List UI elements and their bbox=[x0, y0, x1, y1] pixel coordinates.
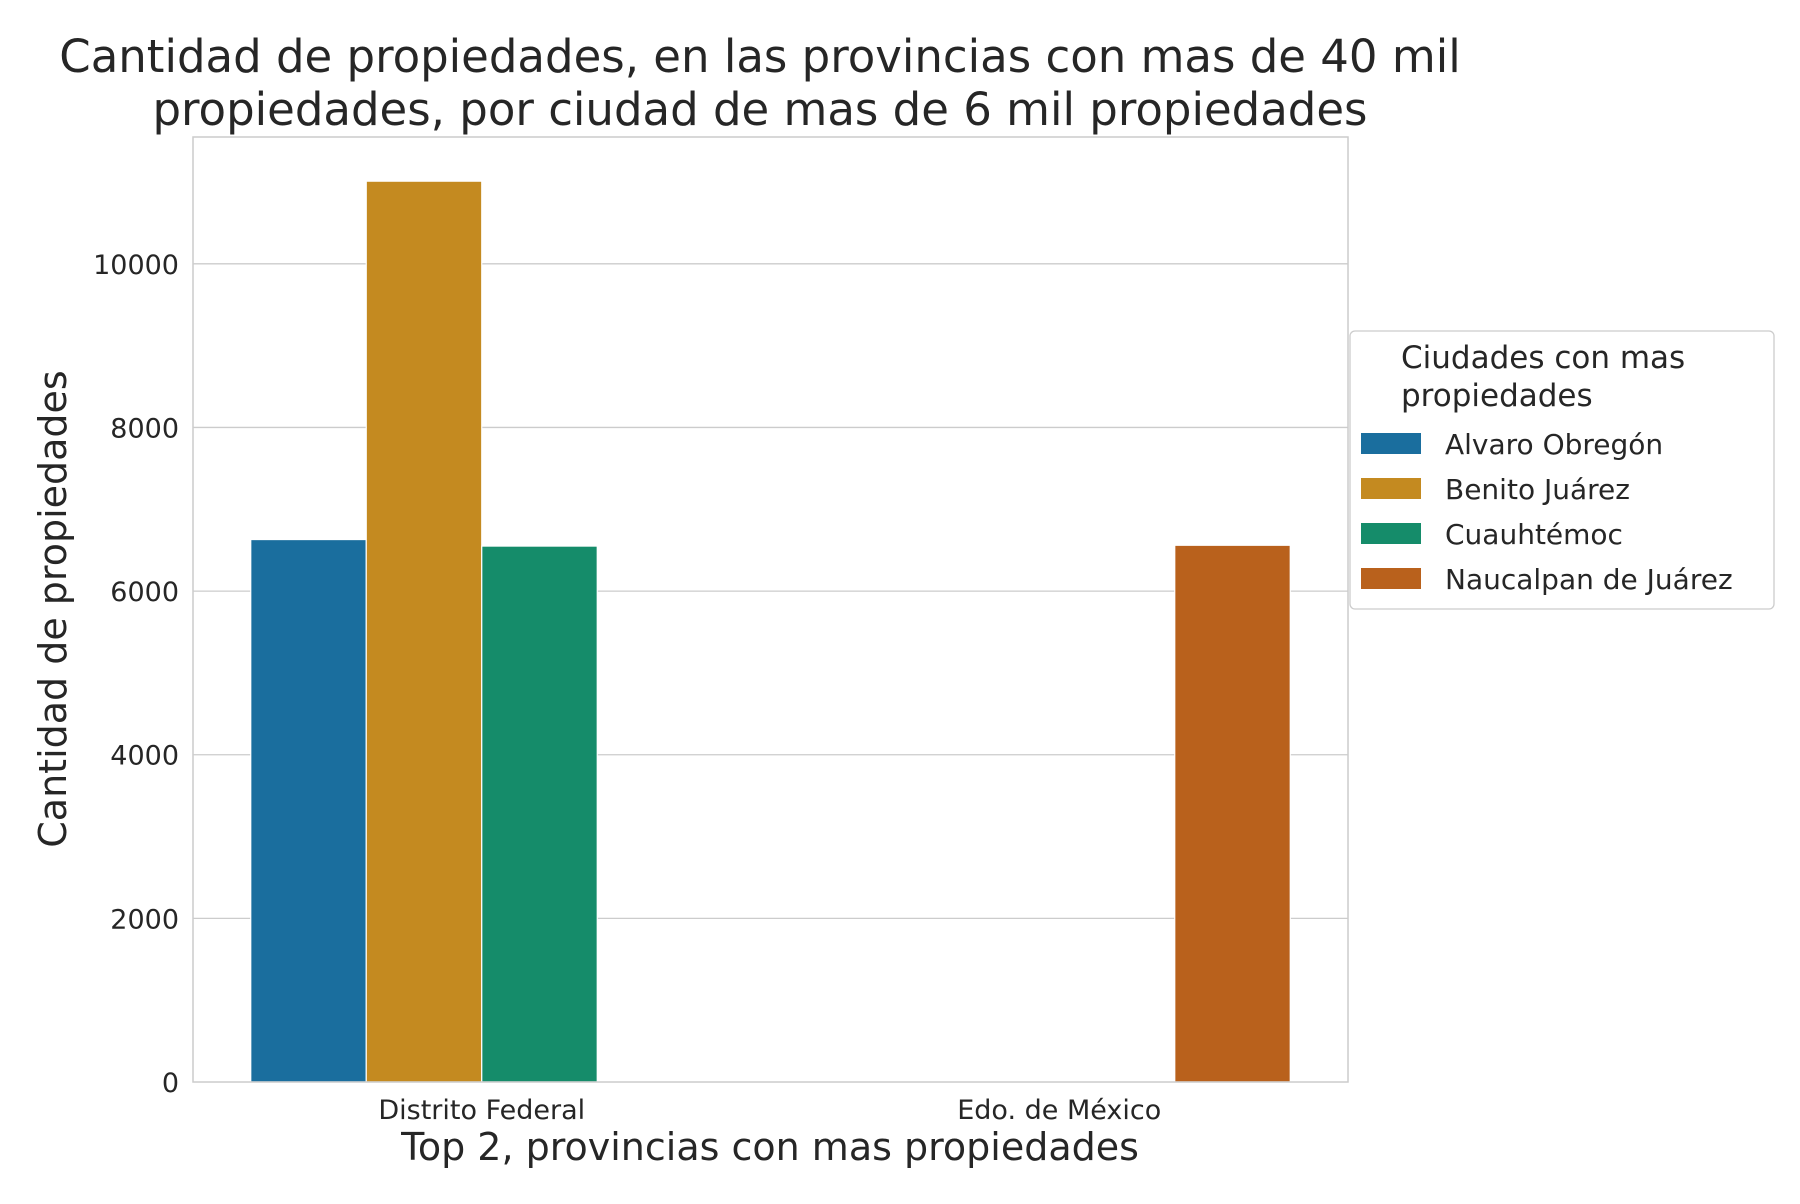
bars bbox=[250, 180, 1291, 1083]
legend-items: Alvaro Obregón Benito Juárez Cuauhtémoc Nau… bbox=[1361, 428, 1733, 596]
legend-label: Benito Juárez bbox=[1445, 473, 1630, 506]
legend-title: Ciudades con mas propiedades bbox=[1401, 340, 1685, 414]
bar bbox=[1174, 544, 1291, 1083]
y-axis-label: Cantidad de propiedades bbox=[31, 370, 75, 847]
legend-swatch bbox=[1361, 478, 1421, 499]
plot-frame bbox=[192, 136, 1349, 1083]
y-tick-label: 6000 bbox=[110, 577, 179, 608]
bar bbox=[481, 545, 598, 1083]
y-ticks: 0 2000 4000 6000 8000 10000 bbox=[93, 250, 179, 1099]
legend-label: Alvaro Obregón bbox=[1445, 428, 1663, 461]
y-tick-label: 8000 bbox=[110, 413, 179, 444]
legend-box bbox=[1349, 330, 1775, 610]
y-tick-label: 2000 bbox=[110, 904, 179, 935]
legend-label: Naucalpan de Juárez bbox=[1445, 563, 1733, 596]
legend-label: Cuauhtémoc bbox=[1445, 518, 1623, 551]
legend-swatch bbox=[1361, 433, 1421, 454]
bar bbox=[250, 538, 367, 1083]
x-axis-label: Top 2, provincias con mas propiedades bbox=[400, 1125, 1139, 1169]
y-tick-label: 0 bbox=[162, 1068, 179, 1099]
x-tick-label: Distrito Federal bbox=[378, 1095, 585, 1126]
y-tick-label: 10000 bbox=[93, 250, 179, 281]
legend-title-line: propiedades bbox=[1401, 378, 1593, 414]
y-tick-label: 4000 bbox=[110, 741, 179, 772]
x-tick-label: Edo. de México bbox=[957, 1095, 1161, 1126]
chart-title-line: propiedades, por ciudad de mas de 6 mil … bbox=[152, 83, 1367, 136]
legend: Ciudades con mas propiedades Alvaro Obreg… bbox=[1349, 330, 1775, 610]
legend-swatch bbox=[1361, 523, 1421, 544]
legend-swatch bbox=[1361, 568, 1421, 589]
chart-title-line: Cantidad de propiedades, en las provinci… bbox=[59, 30, 1460, 83]
bar bbox=[365, 180, 483, 1083]
legend-title-line: Ciudades con mas bbox=[1401, 340, 1685, 376]
chart-title: Cantidad de propiedades, en las provinci… bbox=[59, 30, 1460, 136]
x-ticks: Distrito Federal Edo. de México bbox=[378, 1095, 1161, 1126]
